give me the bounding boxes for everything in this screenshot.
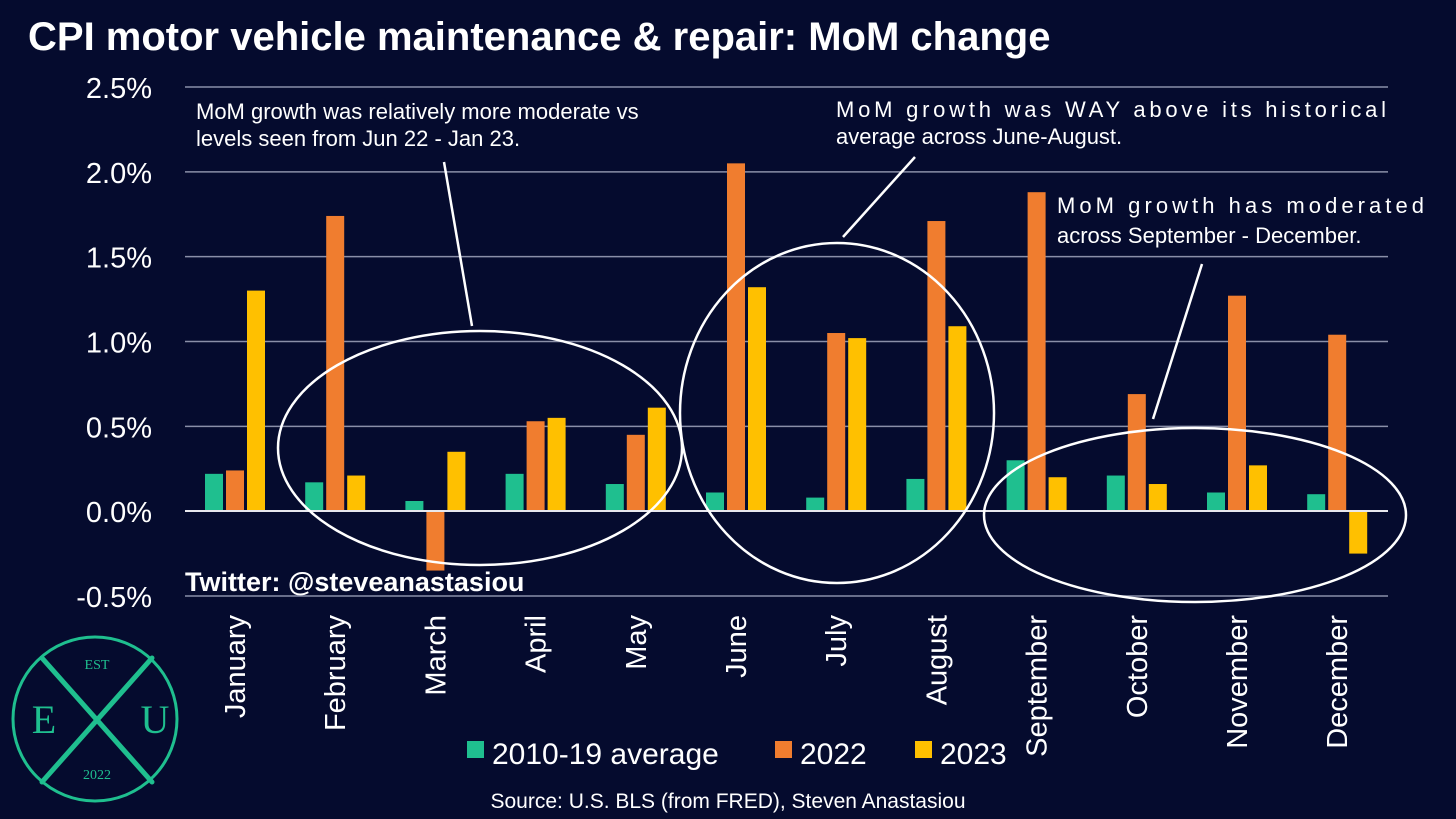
- x-tick-label: August: [921, 615, 953, 705]
- bar-2010-19-average-october: [1106, 475, 1125, 512]
- logo-year: 2022: [83, 768, 111, 783]
- logo-est: EST: [85, 658, 110, 673]
- y-tick-label: 0.0%: [86, 497, 152, 529]
- x-tick-label: May: [621, 615, 653, 670]
- annotation-ellipse-2: [678, 241, 996, 585]
- bar-2023-august: [948, 326, 967, 512]
- x-tick-label: January: [220, 615, 252, 719]
- annotation-pointer-1: [442, 161, 474, 327]
- annotation-3-line-2: across September - December.: [1057, 223, 1361, 248]
- logo-letter-e: E: [32, 697, 56, 742]
- bar-2023-october: [1148, 484, 1167, 512]
- legend-label-2023: 2023: [940, 738, 1007, 771]
- bar-2022-june: [727, 163, 745, 512]
- x-axis: January February March April May June July Augu…: [220, 615, 1354, 757]
- bar-2022-february: [326, 215, 345, 512]
- bar-2010-19-average-january: [205, 473, 223, 512]
- y-tick-label: -0.5%: [76, 582, 152, 614]
- annotation-ellipse-1: [276, 329, 684, 567]
- legend-label-2022: 2022: [800, 738, 867, 771]
- bar-2022-august: [927, 221, 946, 512]
- y-tick-label: 0.5%: [86, 412, 152, 444]
- x-tick-label: October: [1122, 615, 1154, 718]
- y-tick-label: 1.5%: [86, 243, 152, 275]
- annotation-3-line-1: MoM growth has moderated: [1057, 193, 1424, 218]
- bar-2023-december: [1349, 511, 1368, 554]
- bar-2023-september: [1048, 477, 1067, 512]
- bar-2022-january: [226, 470, 244, 512]
- bar-2022-december: [1328, 334, 1347, 512]
- y-tick-label: 1.0%: [86, 328, 152, 360]
- y-tick-label: 2.5%: [86, 73, 152, 105]
- annotation-1-line-2: levels seen from Jun 22 - Jan 23.: [196, 126, 520, 151]
- bar-2022-april: [526, 421, 545, 512]
- legend-swatch-2010-19: [467, 741, 484, 758]
- bar-2023-march: [447, 451, 466, 512]
- bar-2010-19-average-december: [1307, 494, 1326, 512]
- annotation-3: MoM growth has moderated across Septembe…: [1057, 193, 1424, 248]
- bar-2023-february: [347, 475, 366, 512]
- annotation-pointer-3: [1151, 263, 1204, 420]
- bar-2023-may: [647, 407, 666, 512]
- bar-2023-july: [848, 338, 867, 512]
- bar-2010-19-average-may: [605, 484, 624, 512]
- logo-letter-u: U: [141, 697, 170, 742]
- legend-swatch-2022: [775, 741, 792, 758]
- logo-cross-line-2: [39, 655, 155, 785]
- bar-2022-october: [1127, 394, 1146, 512]
- bar-2022-september: [1027, 192, 1046, 512]
- x-tick-label: April: [521, 615, 553, 673]
- bar-2010-19-average-march: [405, 500, 424, 512]
- annotation-2-line-2: average across June-August.: [836, 124, 1122, 149]
- bar-2023-november: [1249, 465, 1267, 512]
- annotation-1: MoM growth was relatively more moderate …: [196, 99, 639, 151]
- chart-title: CPI motor vehicle maintenance & repair: …: [28, 15, 1050, 59]
- annotation-pointer-2: [842, 156, 916, 238]
- x-tick-label: September: [1022, 615, 1054, 757]
- bar-2010-19-average-february: [305, 482, 324, 512]
- bar-2023-april: [547, 417, 566, 512]
- bar-2023-january: [247, 290, 265, 512]
- bars: [205, 163, 1368, 571]
- annotation-2: MoM growth was WAY above its historical …: [836, 97, 1386, 149]
- bar-2022-may: [626, 434, 645, 512]
- logo-circle: [11, 635, 179, 803]
- annotation-ellipse-3: [982, 426, 1408, 604]
- source-note: Source: U.S. BLS (from FRED), Steven Ana…: [490, 790, 965, 813]
- bar-2022-november: [1228, 295, 1246, 512]
- x-tick-label: November: [1222, 615, 1254, 749]
- bar-2010-19-average-june: [706, 492, 724, 512]
- y-axis: 2.5% 2.0% 1.5% 1.0% 0.5% 0.0% -0.5%: [76, 73, 152, 614]
- x-tick-label: February: [320, 615, 352, 732]
- bar-2022-july: [827, 333, 846, 512]
- annotation-1-line-1: MoM growth was relatively more moderate …: [196, 99, 639, 124]
- bar-2023-june: [748, 287, 766, 512]
- annotation-2-line-1: MoM growth was WAY above its historical: [836, 97, 1386, 122]
- x-tick-label: December: [1322, 615, 1354, 749]
- bar-2010-19-average-august: [906, 478, 925, 512]
- gridlines: [185, 86, 1388, 597]
- x-tick-label: March: [420, 615, 452, 696]
- y-tick-label: 2.0%: [86, 158, 152, 190]
- legend-swatch-2023: [915, 741, 932, 758]
- legend: 2010-19 average 2022 2023: [467, 738, 1007, 771]
- bar-2022-march: [426, 511, 445, 571]
- bar-2010-19-average-july: [806, 497, 825, 512]
- legend-label-2010-19: 2010-19 average: [492, 738, 719, 771]
- logo: EST E U 2022: [11, 635, 179, 803]
- twitter-handle: Twitter: @steveanastasiou: [185, 567, 524, 597]
- x-tick-label: July: [821, 615, 853, 667]
- bar-2010-19-average-april: [505, 473, 524, 512]
- x-tick-label: June: [721, 615, 753, 678]
- bar-2010-19-average-november: [1207, 492, 1225, 512]
